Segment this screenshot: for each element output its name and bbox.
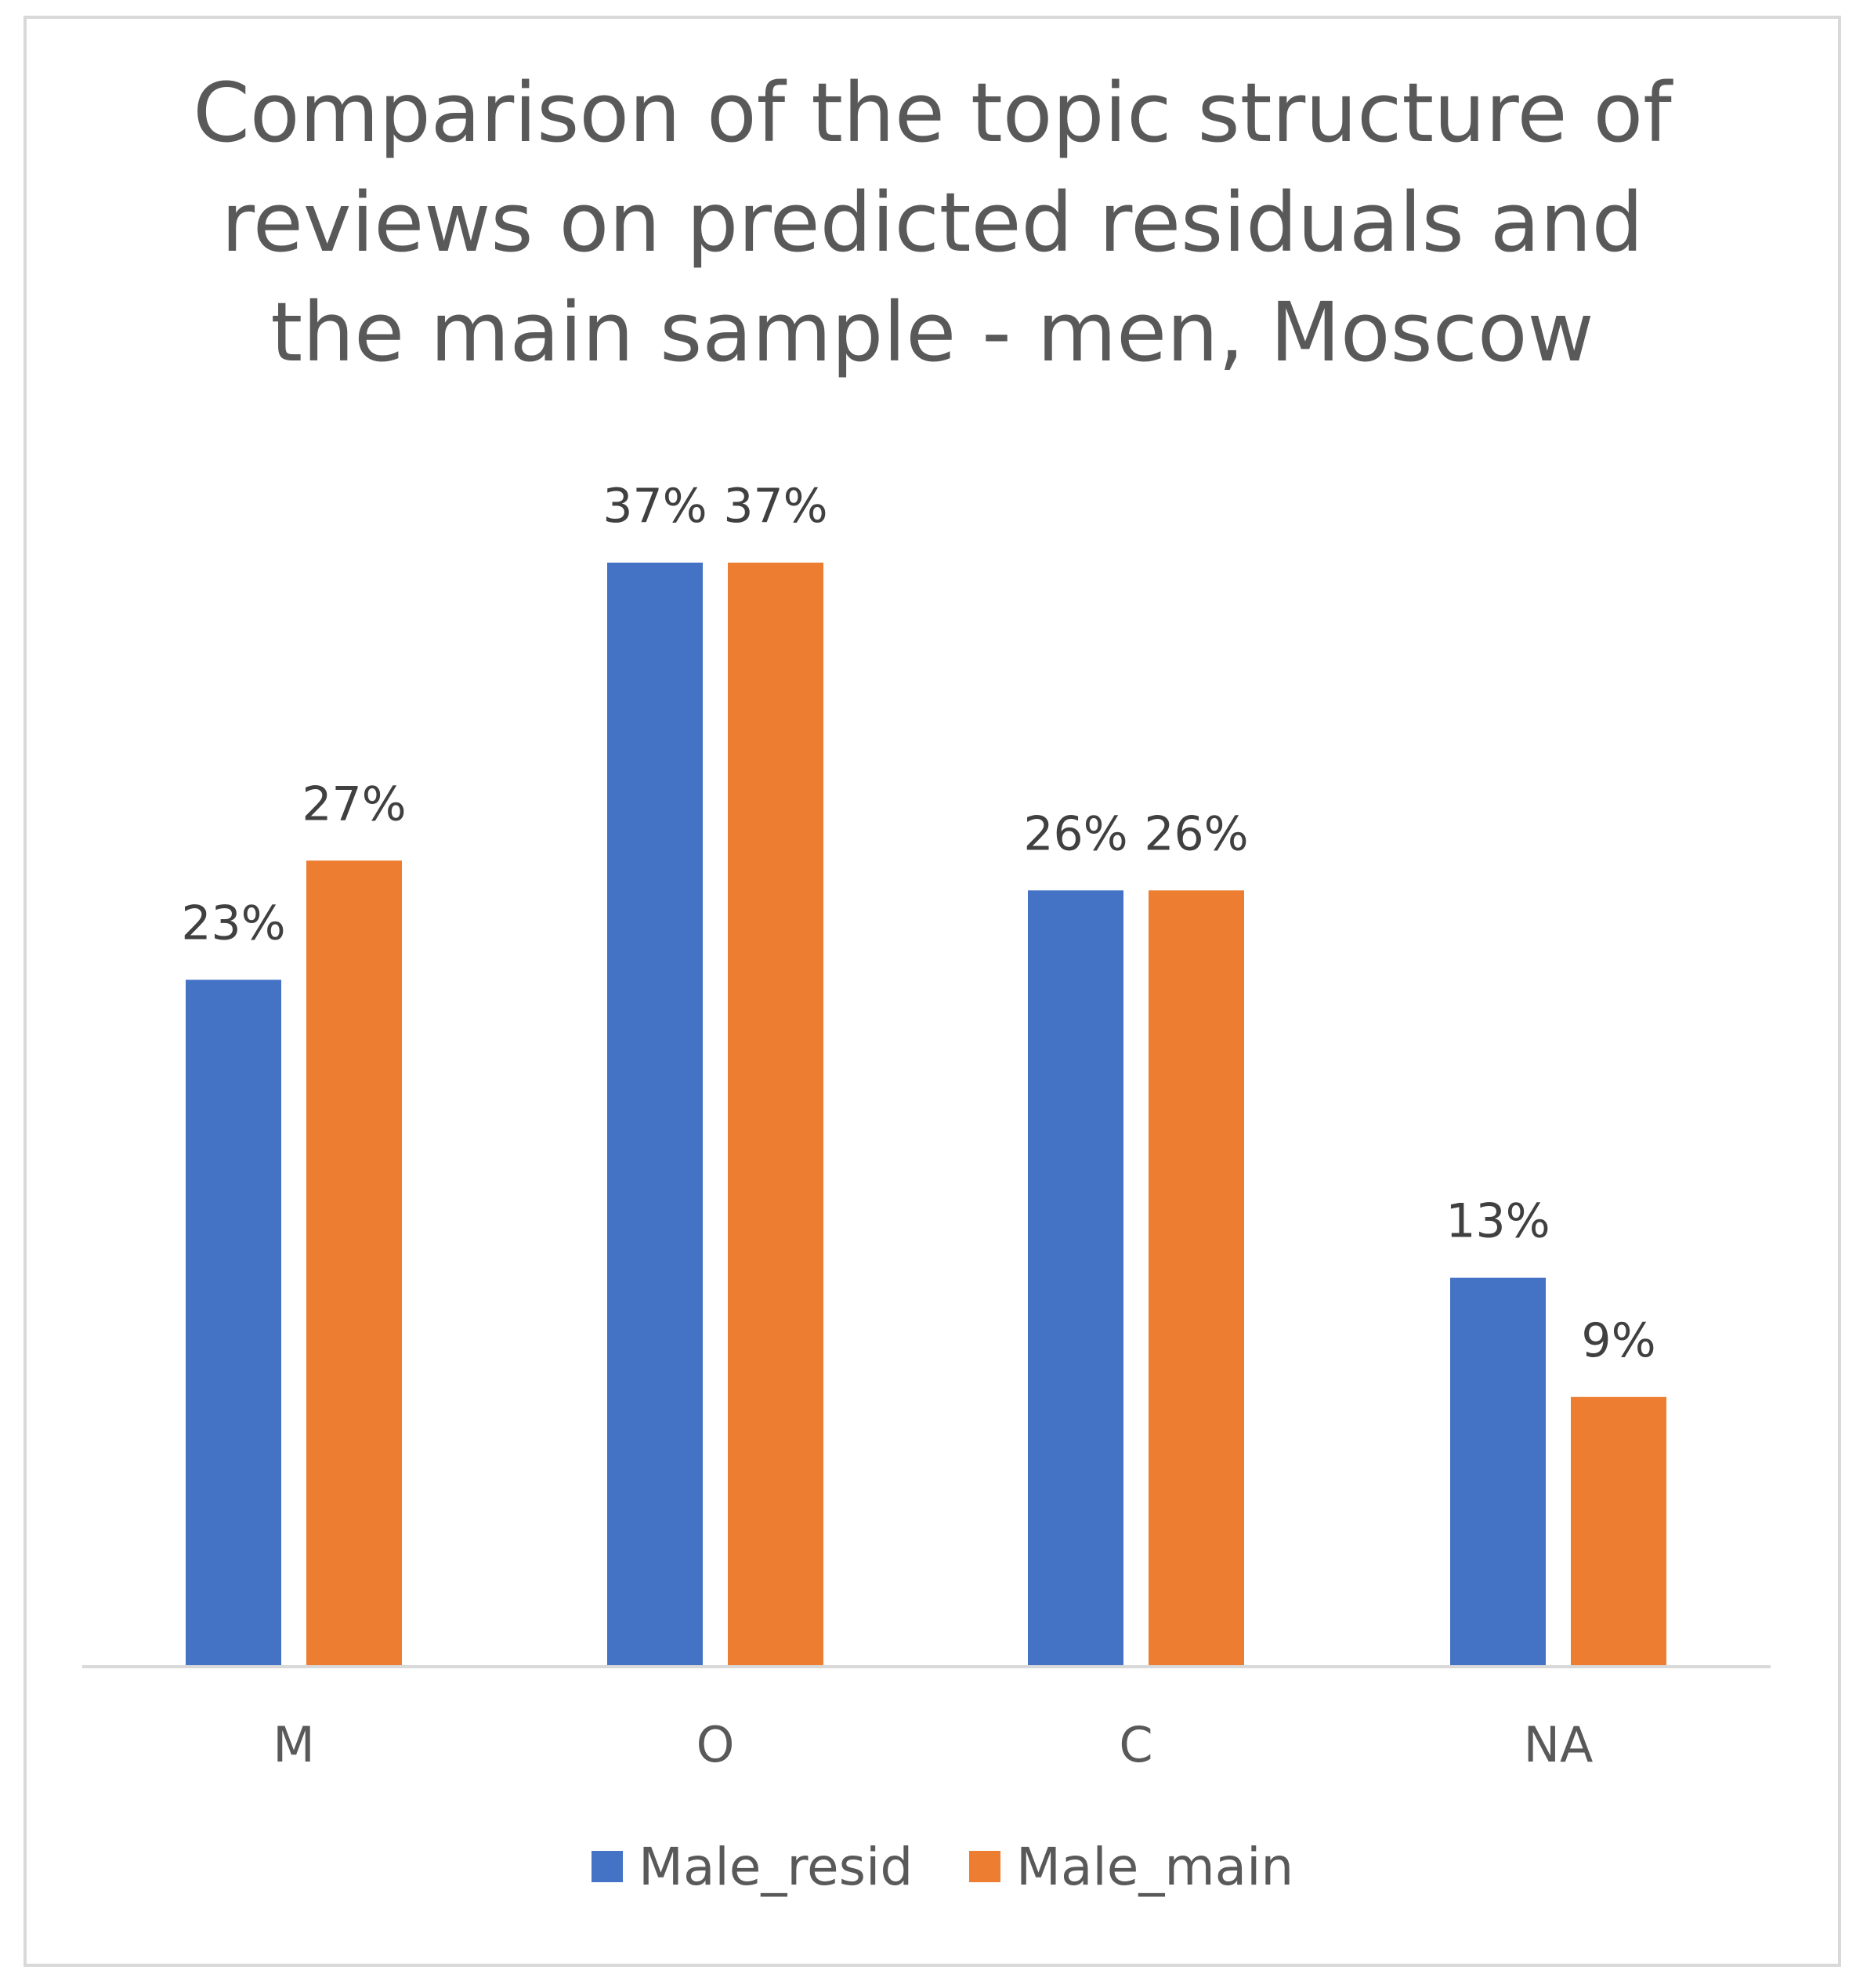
category-label: C [1119, 1716, 1152, 1773]
chart-title-line: the main sample - men, Moscow [270, 284, 1594, 380]
data-label: 23% [181, 896, 285, 951]
data-label: 26% [1144, 806, 1248, 861]
bar-male-main-c [1149, 890, 1244, 1665]
bar-male-resid-m [186, 980, 281, 1665]
bar-male-main-na [1571, 1396, 1666, 1665]
category-label: M [273, 1716, 315, 1773]
chart-title-line: reviews on predicted residuals and [221, 175, 1643, 270]
category-label: NA [1524, 1716, 1594, 1773]
bar-male-main-o [728, 563, 823, 1665]
chart-title: Comparison of the topic structure of revi… [193, 65, 1673, 380]
data-label: 37% [602, 479, 707, 534]
bar-male-main-m [306, 860, 402, 1665]
data-label: 37% [723, 479, 827, 534]
legend-swatch [592, 1851, 623, 1882]
data-label: 13% [1445, 1194, 1550, 1249]
category-label: O [696, 1716, 735, 1773]
data-label: 26% [1023, 806, 1127, 861]
legend-swatch [969, 1851, 1000, 1882]
legend: Male_resid Male_main [592, 1837, 1293, 1897]
data-labels-group: 23% 27% 37% 37% 26% 26% 13% 9% [181, 479, 1655, 1368]
bar-male-resid-c [1028, 890, 1123, 1665]
bars-group [186, 563, 1666, 1665]
legend-label: Male_main [1016, 1837, 1293, 1897]
data-label: 27% [302, 777, 406, 831]
bar-male-resid-na [1450, 1277, 1546, 1665]
category-axis: M O C NA [273, 1716, 1593, 1773]
chart-title-line: Comparison of the topic structure of [193, 65, 1673, 161]
legend-label: Male_resid [639, 1837, 913, 1897]
bar-male-resid-o [607, 563, 703, 1665]
data-label: 9% [1581, 1313, 1655, 1368]
